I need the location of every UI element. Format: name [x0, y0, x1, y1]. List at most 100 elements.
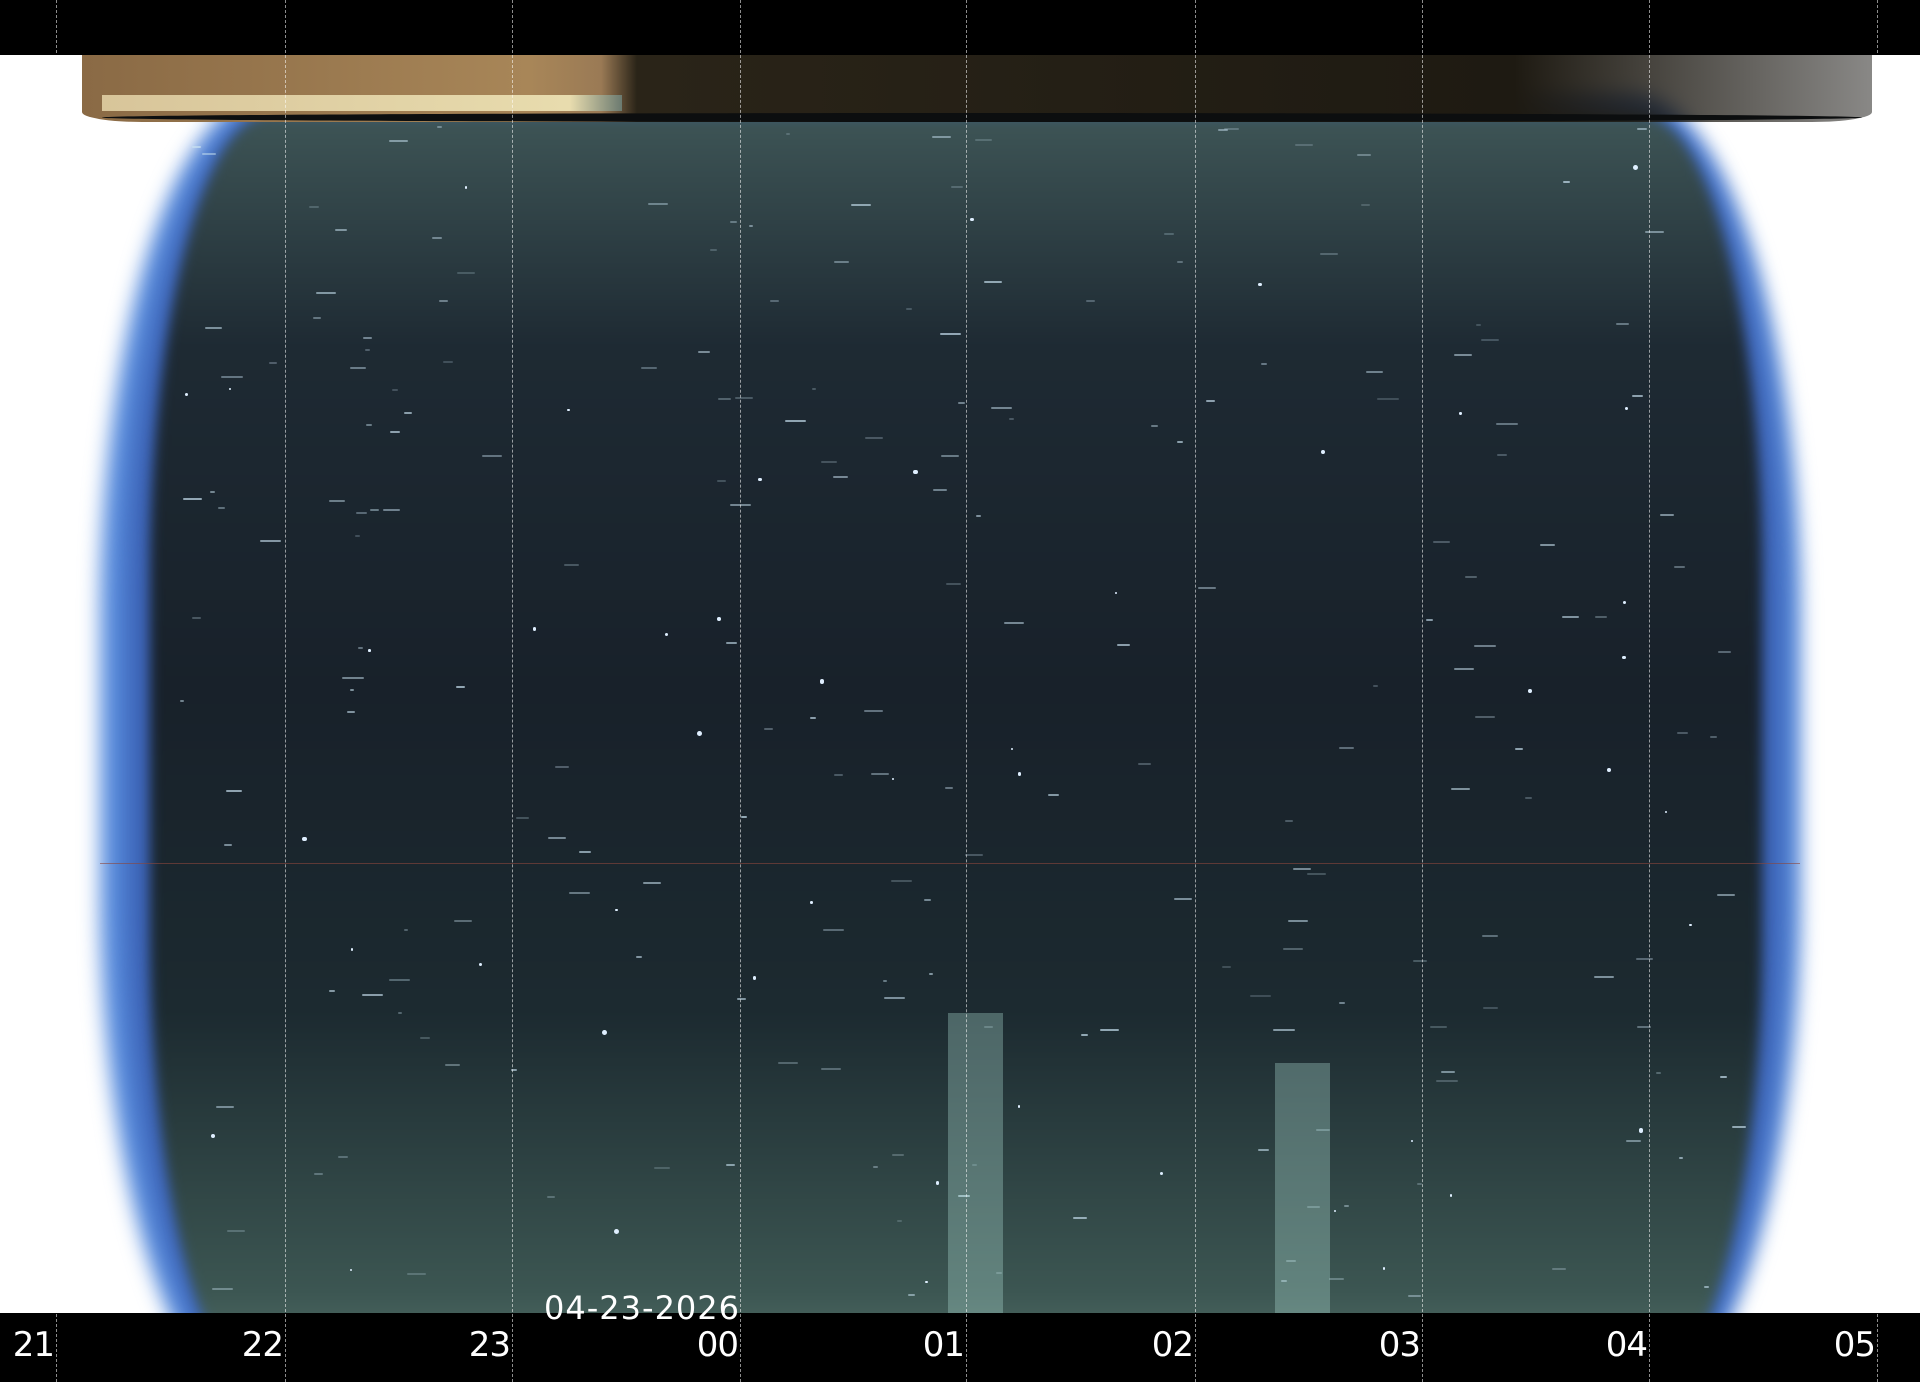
light-column: [1275, 1063, 1330, 1313]
star-mark: [578, 850, 591, 853]
star-mark: [635, 956, 642, 959]
star-mark: [566, 408, 570, 412]
star-mark: [785, 133, 791, 136]
star-mark: [1645, 230, 1664, 233]
star-mark: [613, 1228, 619, 1234]
star-mark: [347, 710, 356, 713]
star-mark: [884, 996, 905, 999]
star-mark: [964, 853, 984, 856]
star-mark: [1689, 923, 1692, 927]
star-mark: [763, 727, 773, 730]
star-mark: [1173, 897, 1192, 900]
star-mark: [1678, 1156, 1683, 1159]
star-mark: [1003, 622, 1025, 625]
gridline: [1195, 0, 1196, 1382]
star-mark: [778, 1061, 799, 1064]
star-mark: [1525, 797, 1532, 800]
star-mark: [1481, 935, 1499, 938]
star-mark: [891, 1154, 905, 1157]
star-mark: [1411, 1139, 1414, 1142]
star-mark: [984, 1026, 994, 1029]
star-mark: [734, 396, 754, 399]
star-mark: [1249, 994, 1272, 997]
star-mark: [1527, 688, 1532, 693]
star-mark: [718, 398, 732, 401]
star-mark: [1010, 748, 1014, 751]
star-mark: [1464, 576, 1477, 579]
star-mark: [555, 766, 570, 769]
star-mark: [752, 976, 757, 980]
star-mark: [940, 454, 959, 457]
star-mark: [1197, 586, 1216, 589]
star-mark: [925, 1280, 928, 1283]
star-mark: [1717, 650, 1732, 653]
star-mark: [389, 979, 411, 982]
gridline: [740, 0, 741, 1382]
star-mark: [1704, 1285, 1710, 1288]
star-mark: [445, 1064, 460, 1067]
star-mark: [1440, 1071, 1455, 1074]
star-mark: [872, 1166, 878, 1169]
star-mark: [1717, 893, 1735, 896]
star-mark: [932, 136, 952, 139]
star-mark: [641, 367, 658, 370]
star-mark: [863, 710, 883, 713]
star-mark: [770, 300, 779, 303]
star-mark: [758, 477, 762, 482]
star-mark: [1150, 425, 1159, 428]
star-mark: [882, 980, 888, 983]
star-mark: [1258, 282, 1262, 287]
star-mark: [823, 928, 845, 931]
star-mark: [1433, 541, 1451, 544]
star-mark: [1339, 747, 1355, 750]
star-mark: [225, 790, 243, 793]
star-mark: [388, 140, 409, 143]
star-mark: [1382, 1267, 1386, 1271]
star-mark: [1655, 1072, 1662, 1075]
star-mark: [1412, 960, 1428, 963]
star-mark: [1116, 643, 1131, 646]
star-mark: [1607, 768, 1611, 773]
gridline: [966, 0, 967, 1382]
date-label: 04-23-2026: [544, 1289, 740, 1327]
star-mark: [1540, 543, 1555, 546]
star-mark: [834, 774, 844, 777]
star-mark: [821, 1068, 842, 1071]
star-mark: [382, 508, 401, 511]
star-mark: [958, 1194, 971, 1197]
star-mark: [315, 291, 337, 294]
star-mark: [832, 475, 848, 478]
star-mark: [368, 649, 371, 652]
night-sky-region: [150, 115, 1762, 1313]
star-mark: [1624, 406, 1629, 410]
star-mark: [1086, 299, 1096, 302]
star-mark: [913, 469, 918, 474]
star-mark: [1436, 1080, 1458, 1083]
star-mark: [710, 248, 718, 251]
star-mark: [865, 436, 883, 439]
star-mark: [1295, 144, 1313, 147]
star-mark: [716, 479, 726, 482]
star-mark: [891, 777, 895, 781]
star-mark: [809, 900, 813, 904]
star-mark: [1205, 399, 1216, 402]
star-mark: [601, 1029, 607, 1035]
star-mark: [1280, 1280, 1287, 1283]
star-mark: [455, 686, 465, 689]
star-mark: [1223, 128, 1240, 131]
star-mark: [891, 879, 912, 882]
star-mark: [210, 490, 216, 493]
star-mark: [453, 920, 472, 923]
star-mark: [957, 402, 965, 405]
star-mark: [1475, 715, 1496, 718]
star-mark: [349, 1268, 352, 1271]
star-mark: [1257, 1148, 1269, 1151]
star-mark: [269, 361, 277, 364]
star-mark: [969, 217, 974, 222]
star-mark: [328, 989, 336, 992]
star-mark: [726, 642, 738, 645]
star-mark: [1417, 1182, 1422, 1185]
star-mark: [1665, 811, 1668, 814]
hour-label: 23: [468, 1325, 511, 1365]
star-mark: [990, 406, 1013, 409]
